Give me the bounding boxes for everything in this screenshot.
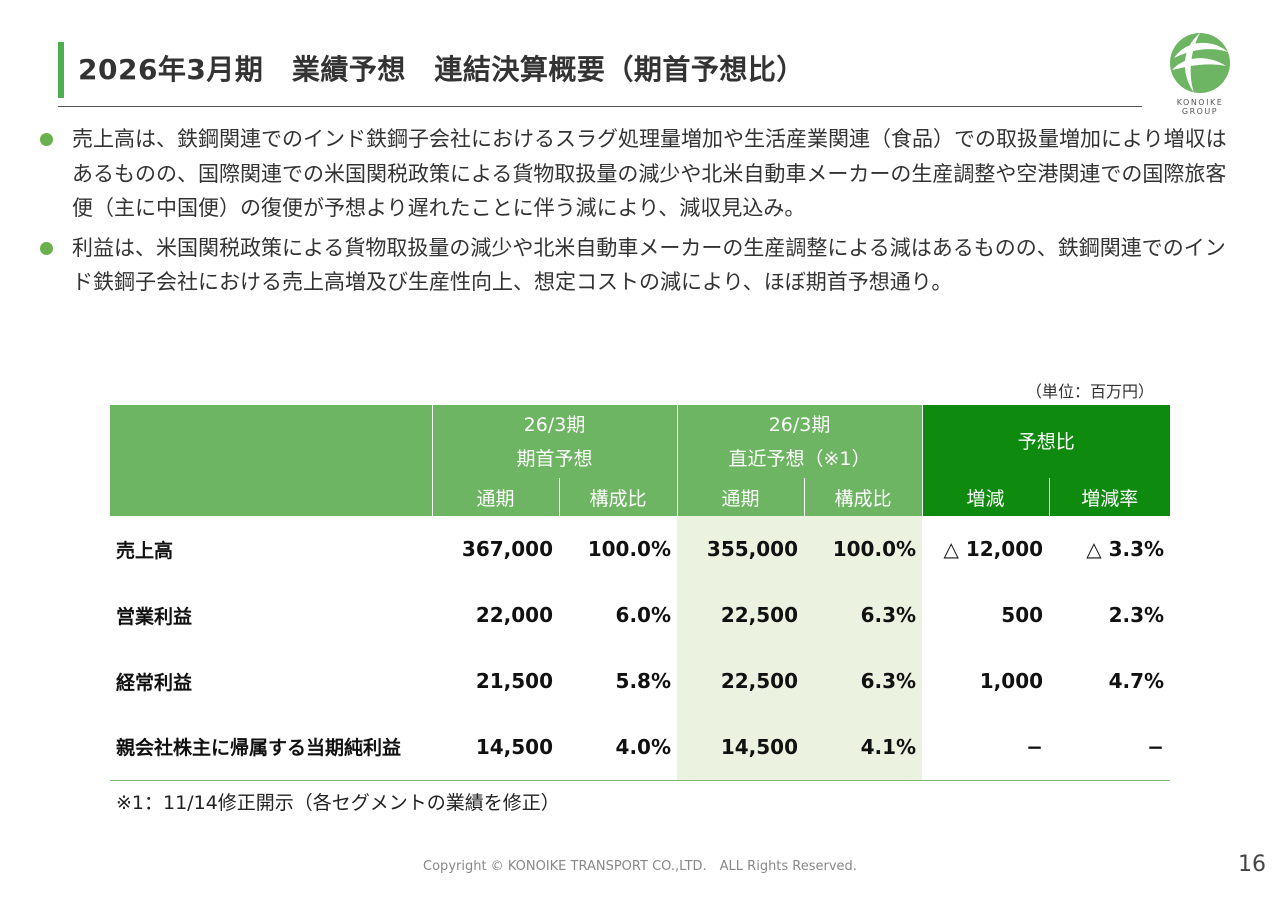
bullet-text: 利益は、米国関税政策による貨物取扱量の減少や北米自動車メーカーの生産調整による減… [72,235,1226,295]
company-logo: KONOIKE GROUP [1164,30,1236,118]
logo-wordmark: KONOIKE GROUP [1164,98,1236,116]
row-label: 売上高 [116,539,174,562]
table-row: 売上高 367,000 100.0% 355,000 100.0% △ 12,0… [110,516,1170,582]
copyright-notice: Copyright © KONOIKE TRANSPORT CO.,LTD. A… [423,859,857,874]
bullet-text: 売上高は、鉄鋼関連でのインド鉄鋼子会社におけるスラグ処理量増加や生活産業関連（食… [72,127,1227,220]
header-latest-forecast: 26/3期 直近予想（※1） [676,405,923,478]
bullet-dot-icon [40,241,53,255]
cell-initial-ratio: 6.0% [615,603,672,627]
cell-latest-value: 14,500 [677,714,805,781]
cell-change-rate: − [1049,714,1171,781]
cell-latest-ratio: 100.0% [804,516,923,582]
forecast-table: 26/3期 期首予想 26/3期 直近予想（※1） 予想比 通期 構成比 通期 … [110,405,1171,781]
cell-change: − [922,714,1050,781]
bullet-dot-icon [40,133,53,146]
logo-text-line1: KONOIKE [1176,98,1224,107]
cell-latest-value: 22,500 [677,648,805,714]
subheader-change-rate: 増減率 [1048,478,1171,516]
bullet-profit: 利益は、米国関税政策による貨物取扱量の減少や北米自動車メーカーの生産調整による減… [38,231,1238,300]
cell-latest-ratio: 4.1% [804,714,923,781]
table-row: 経常利益 21,500 5.8% 22,500 6.3% 1,000 4.7% [110,648,1170,714]
subheader-full-year: 通期 [431,478,559,516]
cell-change: 500 [1001,603,1044,627]
cell-initial-value: 21,500 [475,669,553,693]
title-accent-bar [58,42,64,98]
title-divider [58,106,1142,107]
page-title: 2026年3月期 業績予想 連結決算概要（期首予想比） [78,53,805,86]
cell-initial-ratio: 4.0% [559,714,678,781]
cell-initial-value: 367,000 [461,537,553,561]
footnote: ※1：11/14修正開示（各セグメントの業績を修正） [116,792,560,814]
cell-latest-value: 22,500 [677,582,805,648]
summary-bullets: 売上高は、鉄鋼関連でのインド鉄鋼子会社におけるスラグ処理量増加や生活産業関連（食… [38,122,1238,305]
header-blank [110,405,432,516]
cell-latest-ratio: 6.3% [804,582,923,648]
cell-change: △ 12,000 [943,537,1044,561]
row-label: 営業利益 [116,605,193,628]
row-label: 親会社株主に帰属する当期純利益 [110,714,432,781]
cell-initial-value: 22,000 [475,603,553,627]
subheader-ratio: 構成比 [803,478,923,516]
subheader-full-year: 通期 [676,478,805,516]
header-comparison: 予想比 [921,405,1171,478]
cell-change-rate: △ 3.3% [1086,537,1165,561]
table-row: 親会社株主に帰属する当期純利益 14,500 4.0% 14,500 4.1% … [110,714,1171,781]
logo-text-line2: GROUP [1181,107,1219,116]
table-row: 営業利益 22,000 6.0% 22,500 6.3% 500 2.3% [110,582,1170,648]
bullet-sales: 売上高は、鉄鋼関連でのインド鉄鋼子会社におけるスラグ処理量増加や生活産業関連（食… [38,122,1238,226]
cell-initial-ratio: 100.0% [587,537,672,561]
cell-latest-ratio: 6.3% [804,648,923,714]
cell-initial-value: 14,500 [432,714,559,781]
subheader-change: 増減 [921,478,1050,516]
konoike-logo-icon [1170,33,1230,93]
row-label: 経常利益 [116,671,193,694]
cell-initial-ratio: 5.8% [615,669,672,693]
unit-label: （単位：百万円） [1026,382,1155,401]
cell-change: 1,000 [979,669,1044,693]
cell-latest-value: 355,000 [677,516,805,582]
cell-change-rate: 2.3% [1108,603,1165,627]
cell-change-rate: 4.7% [1108,669,1165,693]
page-number: 16 [1238,852,1266,877]
subheader-ratio: 構成比 [558,478,678,516]
header-initial-forecast: 26/3期 期首予想 [431,405,678,478]
